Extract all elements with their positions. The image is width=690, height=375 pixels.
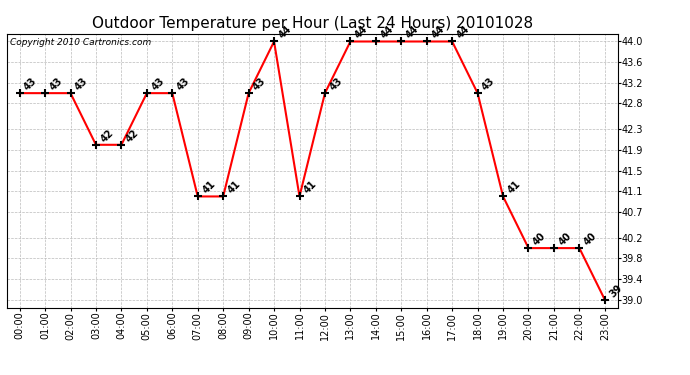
Text: 43: 43 bbox=[251, 76, 268, 92]
Text: 42: 42 bbox=[124, 128, 141, 144]
Text: 43: 43 bbox=[480, 76, 497, 92]
Text: 43: 43 bbox=[22, 76, 39, 92]
Text: 40: 40 bbox=[582, 231, 599, 248]
Text: 39: 39 bbox=[608, 282, 624, 299]
Text: 44: 44 bbox=[353, 24, 370, 41]
Text: 44: 44 bbox=[404, 24, 421, 41]
Text: 41: 41 bbox=[226, 179, 243, 196]
Text: 44: 44 bbox=[429, 24, 446, 41]
Text: 44: 44 bbox=[379, 24, 395, 41]
Text: 41: 41 bbox=[302, 179, 319, 196]
Text: 43: 43 bbox=[48, 76, 64, 92]
Text: 43: 43 bbox=[175, 76, 192, 92]
Text: 43: 43 bbox=[150, 76, 166, 92]
Text: 44: 44 bbox=[455, 24, 471, 41]
Title: Outdoor Temperature per Hour (Last 24 Hours) 20101028: Outdoor Temperature per Hour (Last 24 Ho… bbox=[92, 16, 533, 31]
Text: 43: 43 bbox=[328, 76, 344, 92]
Text: 40: 40 bbox=[531, 231, 548, 248]
Text: 40: 40 bbox=[557, 231, 573, 248]
Text: 41: 41 bbox=[506, 179, 522, 196]
Text: 41: 41 bbox=[201, 179, 217, 196]
Text: 43: 43 bbox=[73, 76, 90, 92]
Text: Copyright 2010 Cartronics.com: Copyright 2010 Cartronics.com bbox=[10, 38, 151, 47]
Text: 42: 42 bbox=[99, 128, 115, 144]
Text: 44: 44 bbox=[277, 24, 293, 41]
